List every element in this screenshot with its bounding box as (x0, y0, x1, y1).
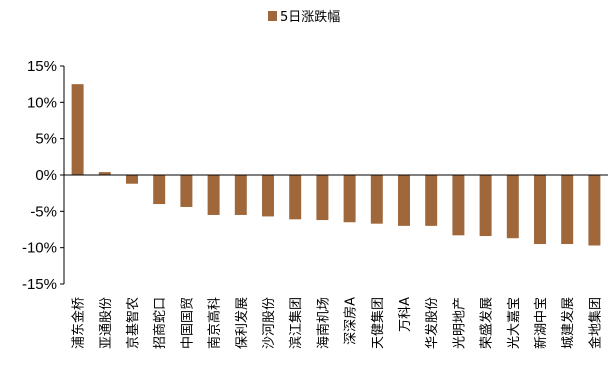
bar (262, 175, 274, 217)
bar (588, 175, 601, 246)
legend: 5日涨跌幅 (268, 9, 340, 25)
legend-swatch (268, 11, 277, 21)
bar (343, 175, 356, 223)
bar (207, 175, 220, 215)
category-labels: 浦东金桥 亚通股份 京基智农 招商蛇口 中国国贸 南京高科 保利发展 沙河股份 滨江集团 海南机场… (71, 297, 604, 349)
bar (71, 84, 84, 175)
bar (452, 175, 465, 236)
bar (126, 175, 138, 184)
category-label: 浦东金桥 (71, 297, 87, 349)
bar (98, 172, 111, 175)
y-tick-label: 0% (35, 167, 57, 184)
category-label: 保利发展 (234, 297, 250, 349)
category-label: 南京高科 (207, 297, 223, 349)
bar (561, 175, 574, 245)
legend-label: 5日涨跌幅 (280, 9, 340, 25)
category-label: 中国国贸 (180, 297, 195, 349)
y-tick-label: -15% (22, 276, 57, 293)
bar (479, 175, 492, 237)
category-label: 沙河股份 (262, 297, 277, 349)
y-axis: 15% 10% 5% 0% -5% -10% -15% (22, 58, 65, 293)
category-label: 华发股份 (424, 297, 440, 349)
bar (534, 175, 546, 245)
bars (71, 84, 601, 246)
y-tick-label: -5% (30, 203, 57, 220)
y-tick-label: 10% (27, 94, 57, 111)
category-label: 滨江集团 (288, 297, 304, 349)
y-tick-label: -10% (22, 240, 57, 257)
category-label: 光大嘉宝 (507, 297, 522, 349)
bar (289, 175, 302, 220)
category-label: 荣盛发展 (479, 297, 495, 349)
category-label: 招商蛇口 (153, 297, 168, 349)
category-label: 海南机场 (315, 297, 331, 349)
category-label: 万科A (398, 297, 413, 332)
bar (398, 175, 410, 226)
category-label: 天健集团 (370, 297, 386, 349)
y-tick-label: 15% (27, 58, 57, 75)
category-label: 光明地产 (452, 297, 467, 349)
bar (316, 175, 329, 221)
bar (370, 175, 383, 224)
category-label: 亚通股份 (99, 297, 114, 349)
category-label: 金地集团 (587, 297, 603, 349)
bar (153, 175, 166, 205)
bar (425, 175, 438, 226)
category-label: 新湖中宝 (533, 297, 549, 349)
category-label: 城建发展 (560, 297, 576, 349)
bar (506, 175, 519, 239)
category-label: 深深房A (343, 297, 359, 345)
category-label: 京基智农 (126, 297, 141, 349)
y-tick-label: 5% (35, 131, 57, 148)
bar (234, 175, 247, 215)
bar (180, 175, 193, 207)
